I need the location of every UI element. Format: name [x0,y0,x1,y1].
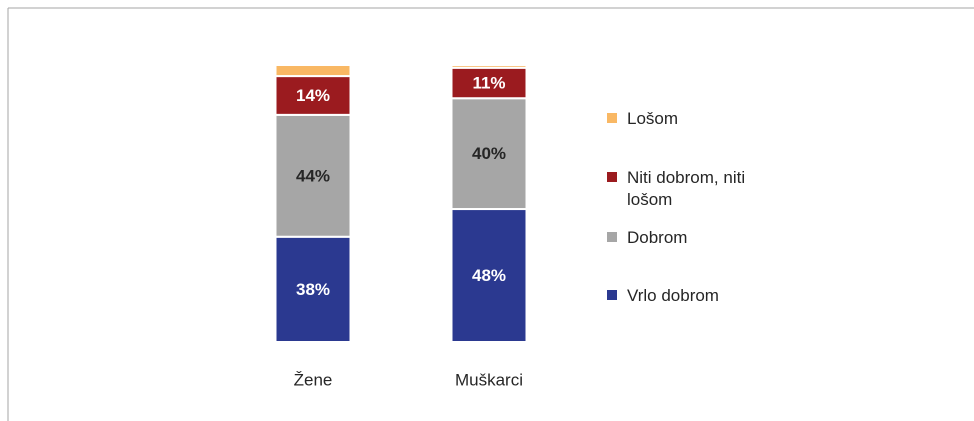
legend-swatch [607,113,617,123]
data-label: 44% [296,166,330,185]
legend-label: Dobrom [627,228,688,247]
data-label: 38% [296,280,330,299]
x-tick-label: Muškarci [455,370,523,389]
x-tick-label: Žene [294,370,333,389]
data-label: 14% [296,86,330,105]
bar-segment [274,235,352,344]
legend-item: Niti dobrom, niti lošom [607,167,787,211]
legend-swatch [607,290,617,300]
legend-item: Vrlo dobrom [607,285,787,307]
data-label: 40% [472,144,506,163]
legend-item: Lošom [607,108,787,130]
legend-item: Dobrom [607,227,787,249]
bar-segment [274,75,352,116]
legend-swatch [607,232,617,242]
bar-segment [450,97,528,211]
bar-segment [450,64,528,69]
data-label: 48% [472,266,506,285]
legend-label: Vrlo dobrom [627,286,719,305]
bar-segment [450,208,528,343]
bar-segment [450,66,528,100]
bar-segment [274,64,352,78]
legend-label: Niti dobrom, niti lošom [627,168,746,209]
legend-label: Lošom [627,109,679,128]
legend-swatch [607,172,617,182]
data-label: 11% [472,73,505,92]
